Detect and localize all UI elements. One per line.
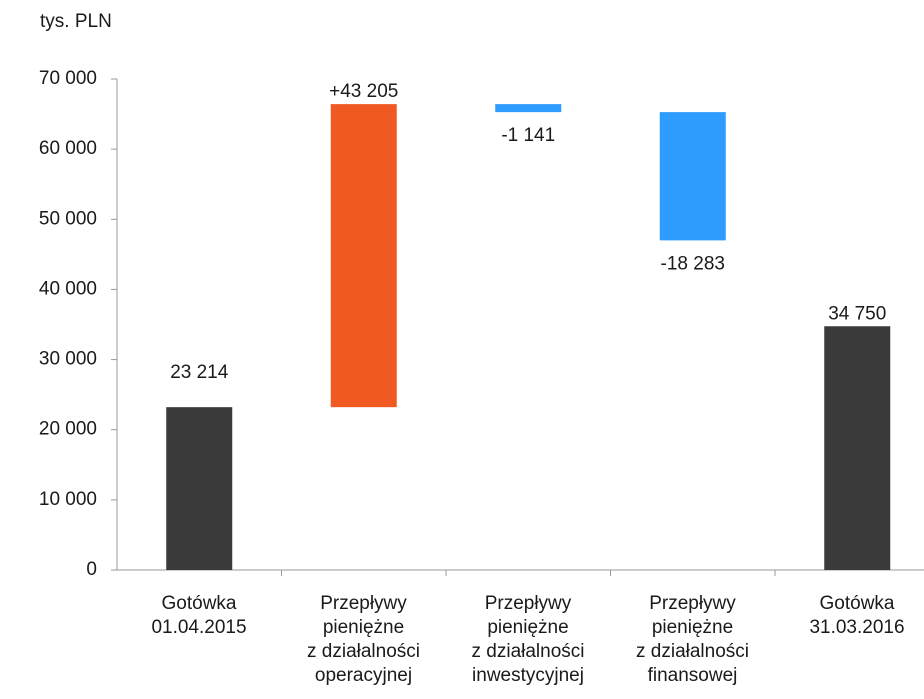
value-label: 23 214	[170, 362, 229, 383]
y-tick-label: 0	[86, 559, 97, 580]
x-tick-label: Przepływy pieniężne z działalności opera…	[307, 593, 420, 686]
unit-label: tys. PLN	[40, 11, 112, 32]
bar	[330, 104, 397, 408]
value-label: +43 205	[329, 81, 398, 102]
y-tick-label: 30 000	[39, 349, 97, 370]
y-tick-label: 50 000	[39, 208, 97, 229]
y-tick-label: 10 000	[39, 489, 97, 510]
x-tick-label: Przepływy pieniężne z działalności finan…	[636, 593, 749, 686]
y-tick-label: 40 000	[39, 278, 97, 299]
bar	[495, 104, 562, 113]
bar	[824, 326, 891, 570]
value-label: 34 750	[828, 303, 886, 324]
value-label: -1 141	[501, 125, 555, 146]
y-tick-label: 70 000	[39, 68, 97, 89]
x-tick-label: Gotówka 01.04.2015	[151, 593, 247, 638]
y-tick-label: 60 000	[39, 138, 97, 159]
x-tick-label: Przepływy pieniężne z działalności inwes…	[471, 593, 585, 686]
bar	[166, 407, 233, 570]
y-tick-label: 20 000	[39, 419, 97, 440]
value-label: -18 283	[661, 253, 725, 274]
x-tick-label: Gotówka 31.03.2016	[809, 593, 905, 638]
bar	[659, 112, 726, 241]
